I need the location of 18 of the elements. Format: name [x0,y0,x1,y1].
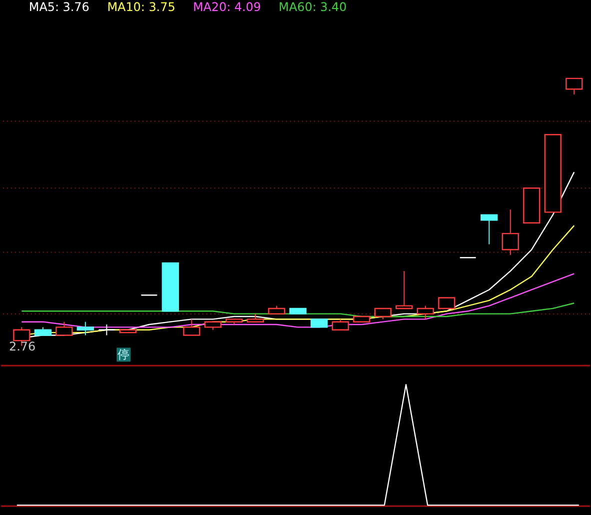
text: MA10: 3.75 [107,0,176,14]
annotation: 2.76 [8,340,36,354]
candlestick [332,318,349,330]
text: MA5: 3.76 [28,0,90,14]
candlestick [56,321,73,336]
text: MA60: 3.40 [278,0,347,14]
candlestick [98,324,116,336]
text: 停 [118,348,130,362]
candlestick [480,214,498,245]
candlestick [183,318,200,336]
text: MA20: 4.09 [192,0,262,14]
candlestick [396,270,413,310]
candlestick [416,305,434,320]
candlestick [374,308,392,320]
candlestick [502,209,519,256]
candlestick [76,321,94,336]
candlestick [566,78,583,95]
candlestick [438,297,456,310]
